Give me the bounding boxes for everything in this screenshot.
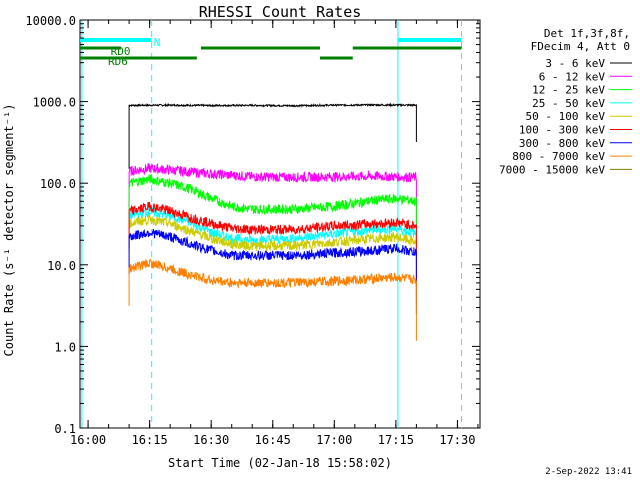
series-line-4 <box>128 214 417 303</box>
x-axis: 16:00 16:15 16:30 16:45 17:00 17:15 17:30 <box>70 20 479 447</box>
y-axis-label: Count Rate (s⁻¹ detector segment⁻¹) <box>2 104 16 357</box>
legend-label: 3 - 6 keV <box>545 57 605 70</box>
plot-frame <box>79 19 481 429</box>
x-tick-label: 17:30 <box>439 433 475 447</box>
y-tick-label: 10000.0 <box>25 14 76 28</box>
y-tick-label: 10.0 <box>47 259 76 273</box>
legend-label: 300 - 800 keV <box>519 137 605 150</box>
y-tick-label: 1.0 <box>54 340 76 354</box>
flag-label-n: N <box>154 36 161 49</box>
legend-label: 12 - 25 keV <box>532 84 605 97</box>
y-tick-label: 0.1 <box>54 422 76 436</box>
series-line-7 <box>128 258 417 341</box>
legend-header: Det 1f,3f,8f, <box>544 27 630 40</box>
legend-header: FDecim 4, Att 0 <box>531 40 630 53</box>
series-line-3 <box>128 206 417 295</box>
flag-label-rd0: RD0 <box>111 45 131 58</box>
series-line-0 <box>128 102 417 169</box>
y-tick-label: 1000.0 <box>33 96 76 110</box>
x-tick-label: 16:00 <box>70 433 106 447</box>
x-tick-label: 16:30 <box>193 433 229 447</box>
legend-label: 7000 - 15000 keV <box>499 163 605 176</box>
x-tick-label: 17:15 <box>378 433 414 447</box>
series-line-2 <box>128 174 417 263</box>
y-tick-label: 100.0 <box>40 177 76 191</box>
footer-date: 2-Sep-2022 13:41 <box>545 467 632 477</box>
chart-title: RHESSI Count Rates <box>199 3 362 21</box>
x-axis-label: Start Time (02-Jan-18 15:58:02) <box>168 456 392 470</box>
x-tick-label: 17:00 <box>316 433 352 447</box>
legend-label: 800 - 7000 keV <box>512 150 605 163</box>
flag-label-rd6: RD6 <box>108 55 128 68</box>
series-line-6 <box>128 228 417 314</box>
y-axis: 0.1 1.0 10.0 100.0 1000.0 10000.0 <box>25 14 480 436</box>
series-line-1 <box>128 162 417 239</box>
series-line-5 <box>128 201 417 287</box>
legend-label: 25 - 50 keV <box>532 97 605 110</box>
x-tick-label: 16:45 <box>255 433 291 447</box>
x-tick-label: 16:15 <box>132 433 168 447</box>
legend-label: 50 - 100 keV <box>526 110 606 123</box>
legend-label: 6 - 12 keV <box>539 70 606 83</box>
legend-label: 100 - 300 keV <box>519 124 605 137</box>
